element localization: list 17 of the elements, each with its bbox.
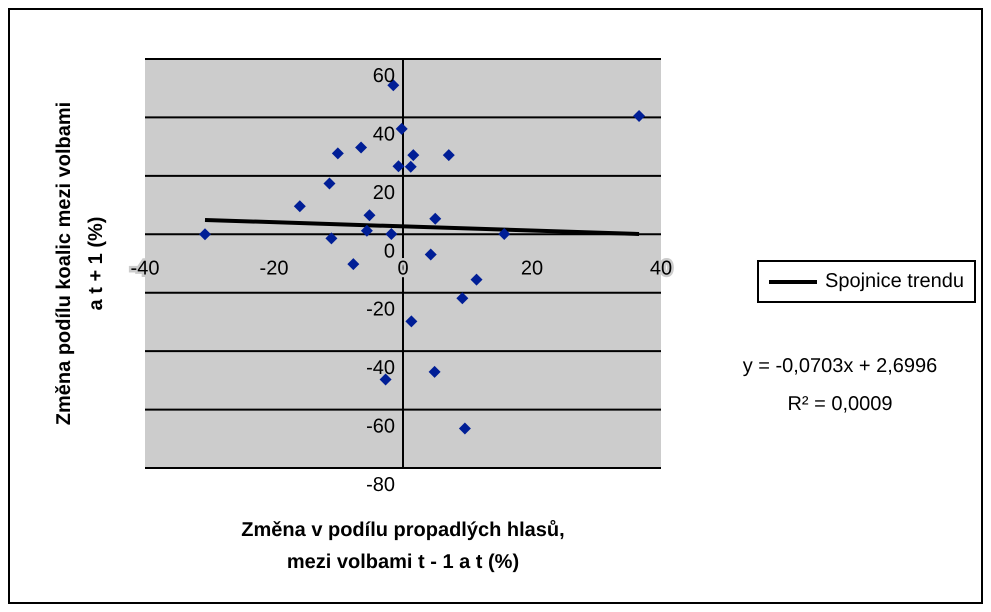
legend-label: Spojnice trendu bbox=[825, 270, 964, 293]
x-tick-label: -20 bbox=[260, 257, 288, 280]
y-tick-label: -20 bbox=[366, 298, 395, 321]
y-tick-label: 40 bbox=[372, 123, 395, 146]
y-axis-title: Změna podílu koalic mezi volbami a t + 1 (%) bbox=[53, 102, 107, 426]
y-tick-label: -80 bbox=[366, 474, 395, 496]
x-tick-label: 40 bbox=[650, 257, 672, 280]
text: R² = 0,0009 bbox=[787, 393, 893, 415]
x-axis-title: Změna v podílu propadlých hlasů, mezi volbami t - 1 a t (%) bbox=[241, 519, 565, 573]
y-tick-label: -60 bbox=[366, 416, 395, 438]
y-tick-label: 60 bbox=[372, 65, 395, 87]
y-tick-label: -40 bbox=[366, 357, 395, 380]
y-tick-label: 20 bbox=[372, 182, 395, 204]
y-tick-label: 0 bbox=[384, 240, 395, 262]
x-tick-label: -40 bbox=[130, 257, 160, 280]
x-tick-label: 20 bbox=[520, 257, 544, 280]
text: y = -0,0703x + 2,6996 bbox=[742, 355, 938, 377]
